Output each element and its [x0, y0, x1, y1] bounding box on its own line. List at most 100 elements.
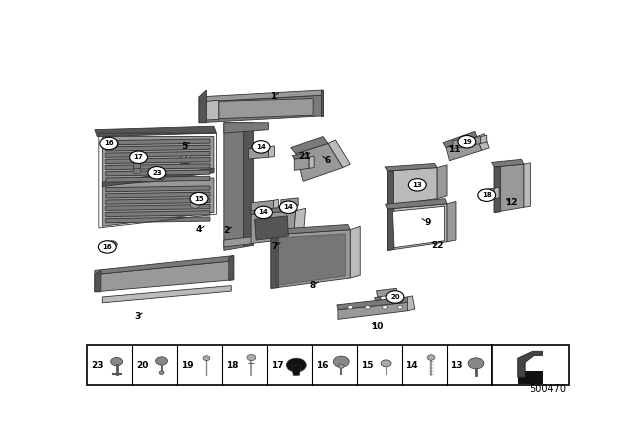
- Polygon shape: [187, 152, 190, 164]
- Polygon shape: [106, 176, 210, 182]
- Polygon shape: [106, 170, 210, 176]
- Circle shape: [100, 137, 118, 150]
- Polygon shape: [106, 192, 210, 198]
- Polygon shape: [524, 163, 531, 207]
- Circle shape: [408, 179, 426, 191]
- Polygon shape: [447, 202, 456, 242]
- Polygon shape: [269, 146, 275, 157]
- Polygon shape: [494, 164, 524, 212]
- Circle shape: [478, 189, 495, 202]
- Circle shape: [365, 306, 370, 309]
- Polygon shape: [397, 211, 428, 223]
- Circle shape: [397, 306, 403, 309]
- Circle shape: [148, 167, 166, 179]
- Text: 12: 12: [505, 198, 518, 207]
- Text: 17: 17: [271, 361, 284, 370]
- Polygon shape: [477, 134, 489, 151]
- Text: 19: 19: [462, 139, 472, 145]
- Text: 14: 14: [256, 144, 266, 150]
- Polygon shape: [250, 206, 296, 214]
- Polygon shape: [337, 297, 410, 310]
- Polygon shape: [199, 90, 207, 123]
- Polygon shape: [271, 235, 278, 289]
- Text: 15: 15: [360, 361, 373, 370]
- Circle shape: [255, 206, 273, 219]
- Polygon shape: [106, 217, 210, 223]
- Polygon shape: [443, 131, 477, 147]
- Polygon shape: [293, 208, 306, 238]
- Polygon shape: [481, 188, 494, 200]
- Text: 18: 18: [226, 361, 238, 370]
- Circle shape: [427, 355, 435, 360]
- Polygon shape: [224, 123, 244, 250]
- Circle shape: [468, 358, 484, 369]
- Circle shape: [133, 168, 141, 174]
- Text: 4: 4: [196, 225, 202, 234]
- Polygon shape: [271, 230, 350, 289]
- Polygon shape: [376, 289, 397, 297]
- Polygon shape: [249, 147, 269, 159]
- Polygon shape: [350, 226, 360, 278]
- Text: 23: 23: [152, 170, 162, 176]
- Circle shape: [252, 141, 270, 153]
- Circle shape: [190, 202, 200, 208]
- Polygon shape: [244, 123, 253, 247]
- Bar: [88, 345, 492, 385]
- Polygon shape: [106, 204, 210, 211]
- Text: 1: 1: [270, 92, 276, 101]
- Polygon shape: [492, 159, 524, 167]
- Polygon shape: [388, 204, 447, 250]
- Text: 5: 5: [181, 142, 188, 151]
- Polygon shape: [269, 224, 350, 235]
- Circle shape: [111, 358, 123, 366]
- Circle shape: [383, 306, 388, 309]
- Circle shape: [108, 241, 117, 248]
- Text: 14: 14: [405, 361, 418, 370]
- Text: 11: 11: [448, 145, 461, 154]
- Polygon shape: [294, 157, 309, 170]
- Circle shape: [129, 151, 147, 164]
- Polygon shape: [180, 152, 187, 164]
- Text: 20: 20: [390, 294, 400, 300]
- Polygon shape: [291, 137, 328, 154]
- Polygon shape: [437, 165, 447, 198]
- Polygon shape: [428, 209, 435, 220]
- Circle shape: [286, 358, 306, 372]
- Text: 16: 16: [102, 244, 112, 250]
- Circle shape: [159, 371, 164, 375]
- Polygon shape: [182, 163, 188, 168]
- Polygon shape: [338, 302, 410, 319]
- Polygon shape: [291, 365, 301, 375]
- Polygon shape: [106, 211, 210, 216]
- Circle shape: [203, 356, 210, 361]
- Circle shape: [386, 291, 404, 303]
- Polygon shape: [255, 216, 288, 240]
- Text: 13: 13: [412, 182, 422, 188]
- Text: 21: 21: [298, 152, 311, 161]
- Text: 19: 19: [181, 361, 193, 370]
- Text: 7: 7: [272, 242, 278, 251]
- Text: 20: 20: [136, 361, 148, 370]
- Circle shape: [156, 357, 168, 365]
- Polygon shape: [328, 140, 350, 168]
- Polygon shape: [388, 168, 437, 206]
- Polygon shape: [95, 261, 234, 292]
- Polygon shape: [102, 178, 214, 226]
- Polygon shape: [106, 139, 210, 145]
- Circle shape: [99, 241, 116, 253]
- Polygon shape: [494, 187, 499, 198]
- Polygon shape: [106, 145, 210, 151]
- Polygon shape: [494, 167, 500, 212]
- Polygon shape: [292, 154, 309, 159]
- Polygon shape: [276, 234, 346, 285]
- Text: 6: 6: [325, 155, 331, 164]
- Text: 8: 8: [310, 281, 316, 290]
- Polygon shape: [106, 198, 210, 204]
- Polygon shape: [207, 100, 219, 120]
- Polygon shape: [102, 137, 214, 185]
- Polygon shape: [106, 158, 210, 164]
- Text: 9: 9: [424, 218, 430, 227]
- Polygon shape: [95, 255, 234, 275]
- Circle shape: [458, 135, 476, 148]
- Polygon shape: [251, 200, 273, 211]
